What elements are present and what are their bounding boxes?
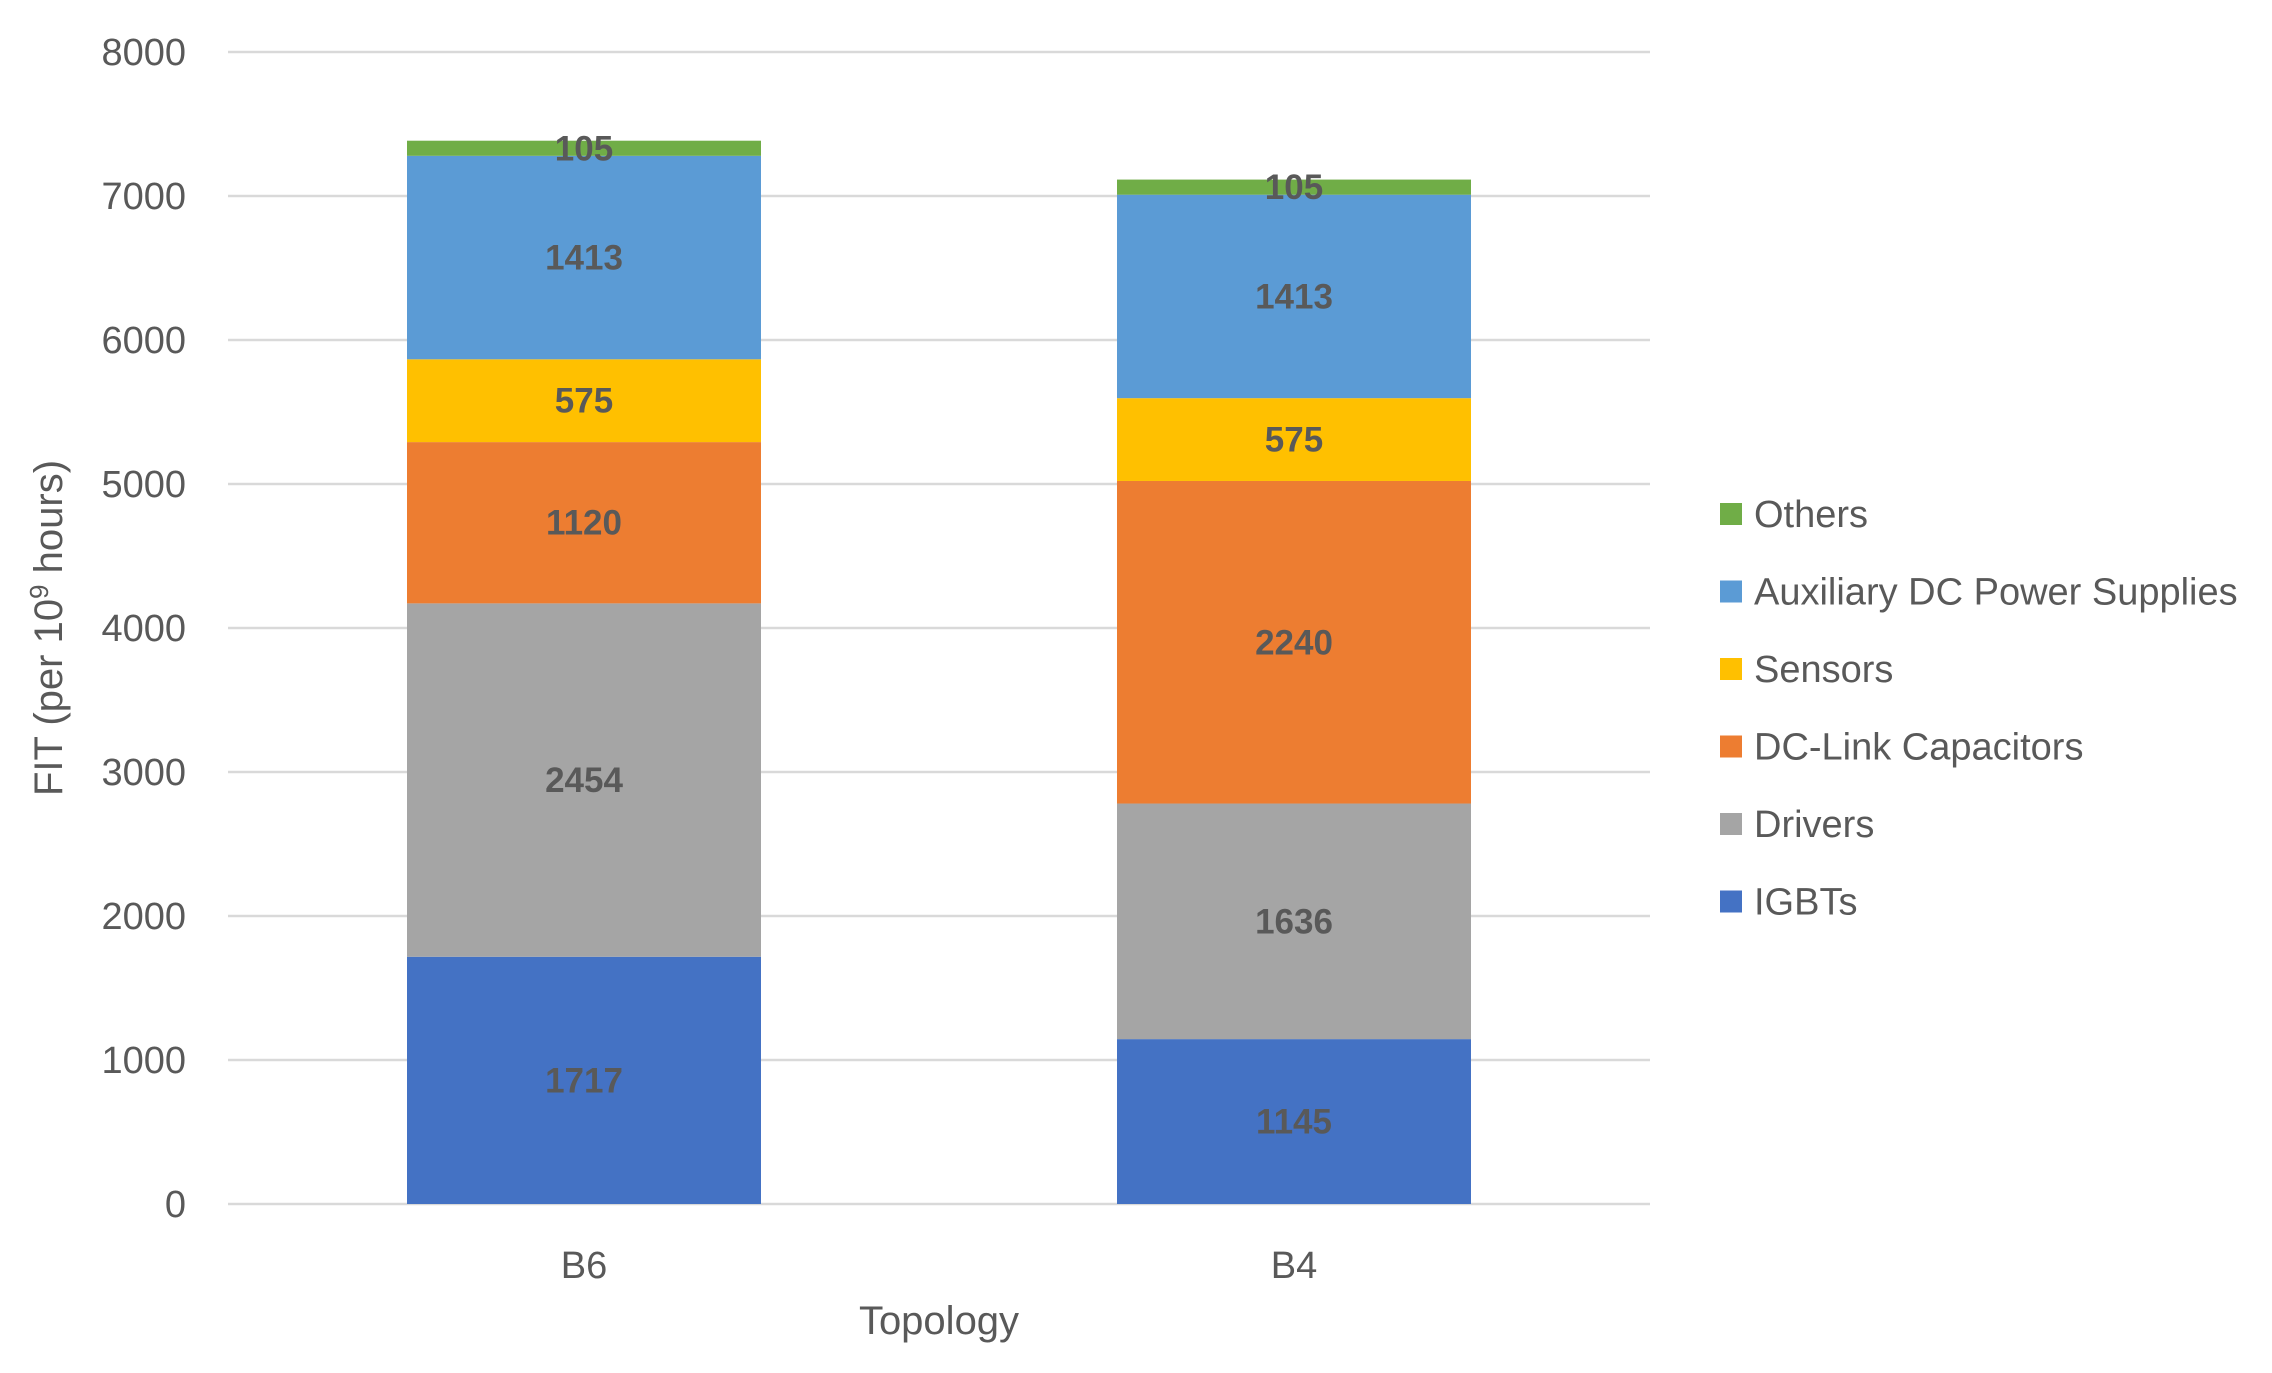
- legend-label: Auxiliary DC Power Supplies: [1754, 572, 2238, 614]
- y-tick-label: 6000: [101, 320, 186, 362]
- y-tick-label: 3000: [101, 752, 186, 794]
- legend-swatch: [1720, 735, 1742, 758]
- bar-segment: [1117, 179, 1471, 195]
- bar-segment: [1117, 480, 1471, 804]
- data-label: 1145: [1256, 1103, 1332, 1142]
- y-tick-label: 4000: [101, 608, 186, 650]
- legend-swatch: [1720, 813, 1742, 835]
- data-label: 2240: [1255, 623, 1333, 662]
- bar-segment: [407, 140, 761, 156]
- y-axis-ticks: 0 1000 2000 3000 4000 5000 6000 7000 8000: [101, 32, 186, 1226]
- bar-segment: [407, 155, 761, 360]
- legend-label: Sensors: [1754, 649, 1893, 691]
- bar-segment: [1117, 803, 1471, 1040]
- bar-segment: [407, 359, 761, 443]
- data-label: 1413: [1255, 277, 1333, 316]
- x-axis-categories: B6 B4: [561, 1245, 1317, 1287]
- y-tick-label: 5000: [101, 464, 186, 506]
- x-category-label: B4: [1271, 1245, 1317, 1287]
- y-tick-label: 2000: [101, 896, 186, 938]
- y-tick-label: 8000: [101, 32, 186, 74]
- legend-label: Others: [1754, 494, 1868, 536]
- bar-segment: [407, 956, 761, 1204]
- bar-segment: [407, 603, 761, 957]
- legend-label: IGBTs: [1754, 882, 1857, 924]
- bar-segment: [1117, 1039, 1471, 1204]
- bar-segment: [407, 442, 761, 604]
- legend-swatch: [1720, 580, 1742, 603]
- legend-swatch: [1720, 658, 1742, 680]
- bar-segment: [1117, 398, 1471, 481]
- y-axis-title-main: FIT (per 10: [27, 599, 71, 796]
- legend: Others Auxiliary DC Power Supplies Sensors…: [1720, 494, 2238, 924]
- data-label: 575: [1265, 421, 1323, 460]
- data-label: 575: [555, 382, 613, 421]
- legend-swatch: [1720, 503, 1742, 525]
- y-tick-label: 7000: [101, 176, 186, 218]
- data-label: 1413: [545, 239, 623, 278]
- x-category-label: B6: [561, 1245, 607, 1287]
- x-axis-title: Topology: [859, 1299, 1019, 1343]
- legend-label: DC-Link Capacitors: [1754, 727, 2083, 769]
- legend-swatch: [1720, 890, 1742, 913]
- y-axis-title-superscript: 9: [24, 584, 54, 598]
- data-label: 1636: [1255, 902, 1333, 941]
- y-axis-title: FIT (per 109 hours): [24, 460, 71, 796]
- y-tick-label: 0: [165, 1184, 186, 1226]
- legend-label: Drivers: [1754, 804, 1874, 846]
- data-labels: 1717 2454 1120 575 1413 105 1145 1636 2240 575 141…: [545, 129, 1333, 1141]
- data-label: 2454: [545, 761, 623, 800]
- data-label: 1120: [546, 504, 622, 543]
- data-label: 105: [555, 129, 613, 168]
- y-tick-label: 1000: [101, 1040, 186, 1082]
- data-label: 1717: [545, 1061, 623, 1100]
- bars: [407, 140, 1471, 1204]
- bar-segment: [1117, 194, 1471, 399]
- y-axis-title-suffix: hours): [27, 460, 71, 585]
- data-label: 105: [1265, 168, 1323, 207]
